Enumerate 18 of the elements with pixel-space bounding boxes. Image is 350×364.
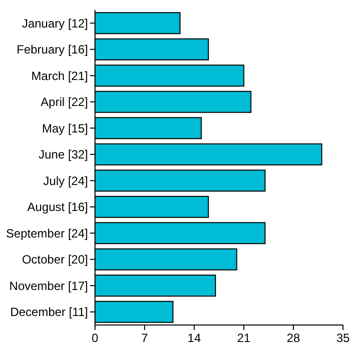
x-tick-label: 35 bbox=[336, 331, 350, 345]
y-tick-label: February [16] bbox=[16, 42, 88, 57]
y-tick-label: November [17] bbox=[9, 278, 88, 293]
x-tick-label: 14 bbox=[188, 331, 202, 345]
y-tick-label: December [11] bbox=[10, 305, 88, 320]
x-tick-label: 28 bbox=[286, 331, 300, 345]
y-tick-label: June [32] bbox=[38, 148, 88, 162]
y-tick-label: May [15] bbox=[42, 121, 88, 136]
y-tick-label: July [24] bbox=[43, 174, 88, 188]
x-tick-label: 7 bbox=[141, 331, 148, 345]
y-tick-label: January [12] bbox=[22, 16, 88, 30]
x-tick-label: 21 bbox=[237, 331, 251, 345]
y-tick-label: October [20] bbox=[22, 252, 88, 267]
y-tick-label: August [16] bbox=[27, 200, 88, 214]
y-tick-label: April [22] bbox=[40, 95, 88, 110]
x-tick-label: 0 bbox=[92, 331, 99, 345]
y-tick-label: September [24] bbox=[6, 226, 88, 240]
y-tick-label: March [21] bbox=[31, 68, 88, 83]
